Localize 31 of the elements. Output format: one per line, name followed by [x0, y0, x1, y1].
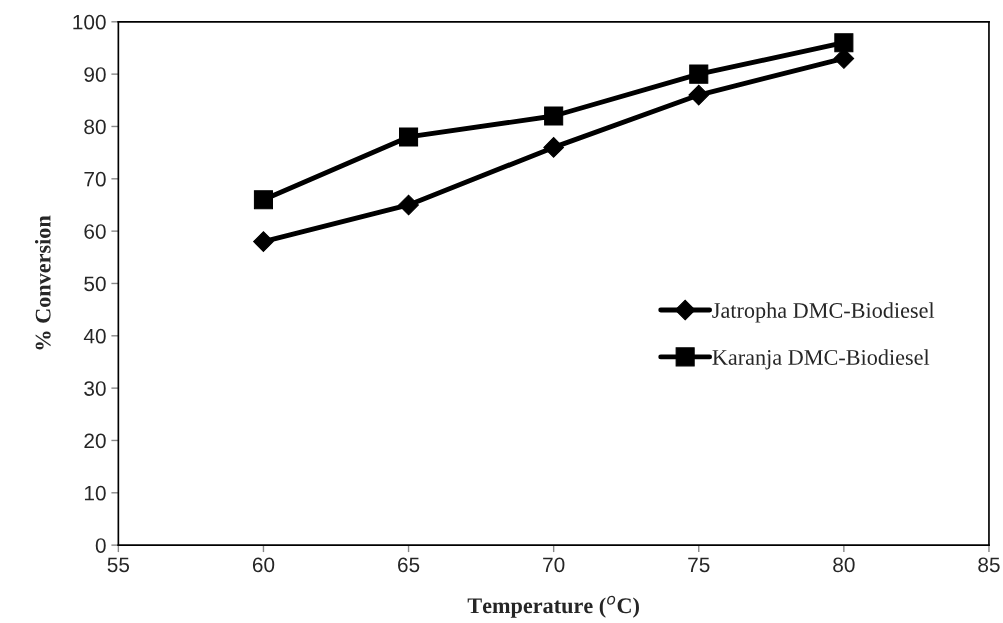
y-tick-label: 60 [84, 224, 106, 239]
legend-label: Karanja DMC-Biodiesel [712, 349, 930, 370]
point [689, 64, 709, 84]
y-tick-label: 0 [95, 538, 106, 553]
point [398, 194, 419, 216]
x-tick-label: 55 [107, 557, 130, 573]
point [399, 127, 419, 147]
x-axis-title: Temperature ($^{o}$C) [467, 595, 639, 618]
y-tick-label: 70 [84, 171, 106, 187]
x-tick-label: 70 [543, 557, 565, 573]
point [688, 84, 710, 106]
legend-label: Jatropha DMC-Biodiesel [712, 302, 935, 323]
point [253, 231, 274, 252]
point [834, 33, 854, 53]
y-tick-label: 30 [84, 381, 106, 396]
x-tick-label: 60 [252, 557, 275, 573]
y-tick-label: 50 [84, 276, 106, 292]
x-tick-label: 75 [688, 557, 710, 573]
point [544, 106, 564, 126]
y-tick-label: 10 [84, 485, 106, 501]
point [543, 137, 564, 158]
y-tick-label: 100 [73, 14, 106, 30]
y-tick-label: 20 [84, 433, 106, 449]
y-tick-label: 40 [83, 328, 106, 344]
y-axis-title: % Conversion [34, 215, 51, 350]
x-tick-label: 65 [398, 557, 420, 573]
x-tick-label: 85 [978, 557, 1000, 573]
x-tick-label: 80 [833, 557, 855, 573]
point [253, 190, 273, 210]
y-tick-label: 90 [84, 67, 106, 82]
y-tick-label: 80 [84, 119, 106, 135]
